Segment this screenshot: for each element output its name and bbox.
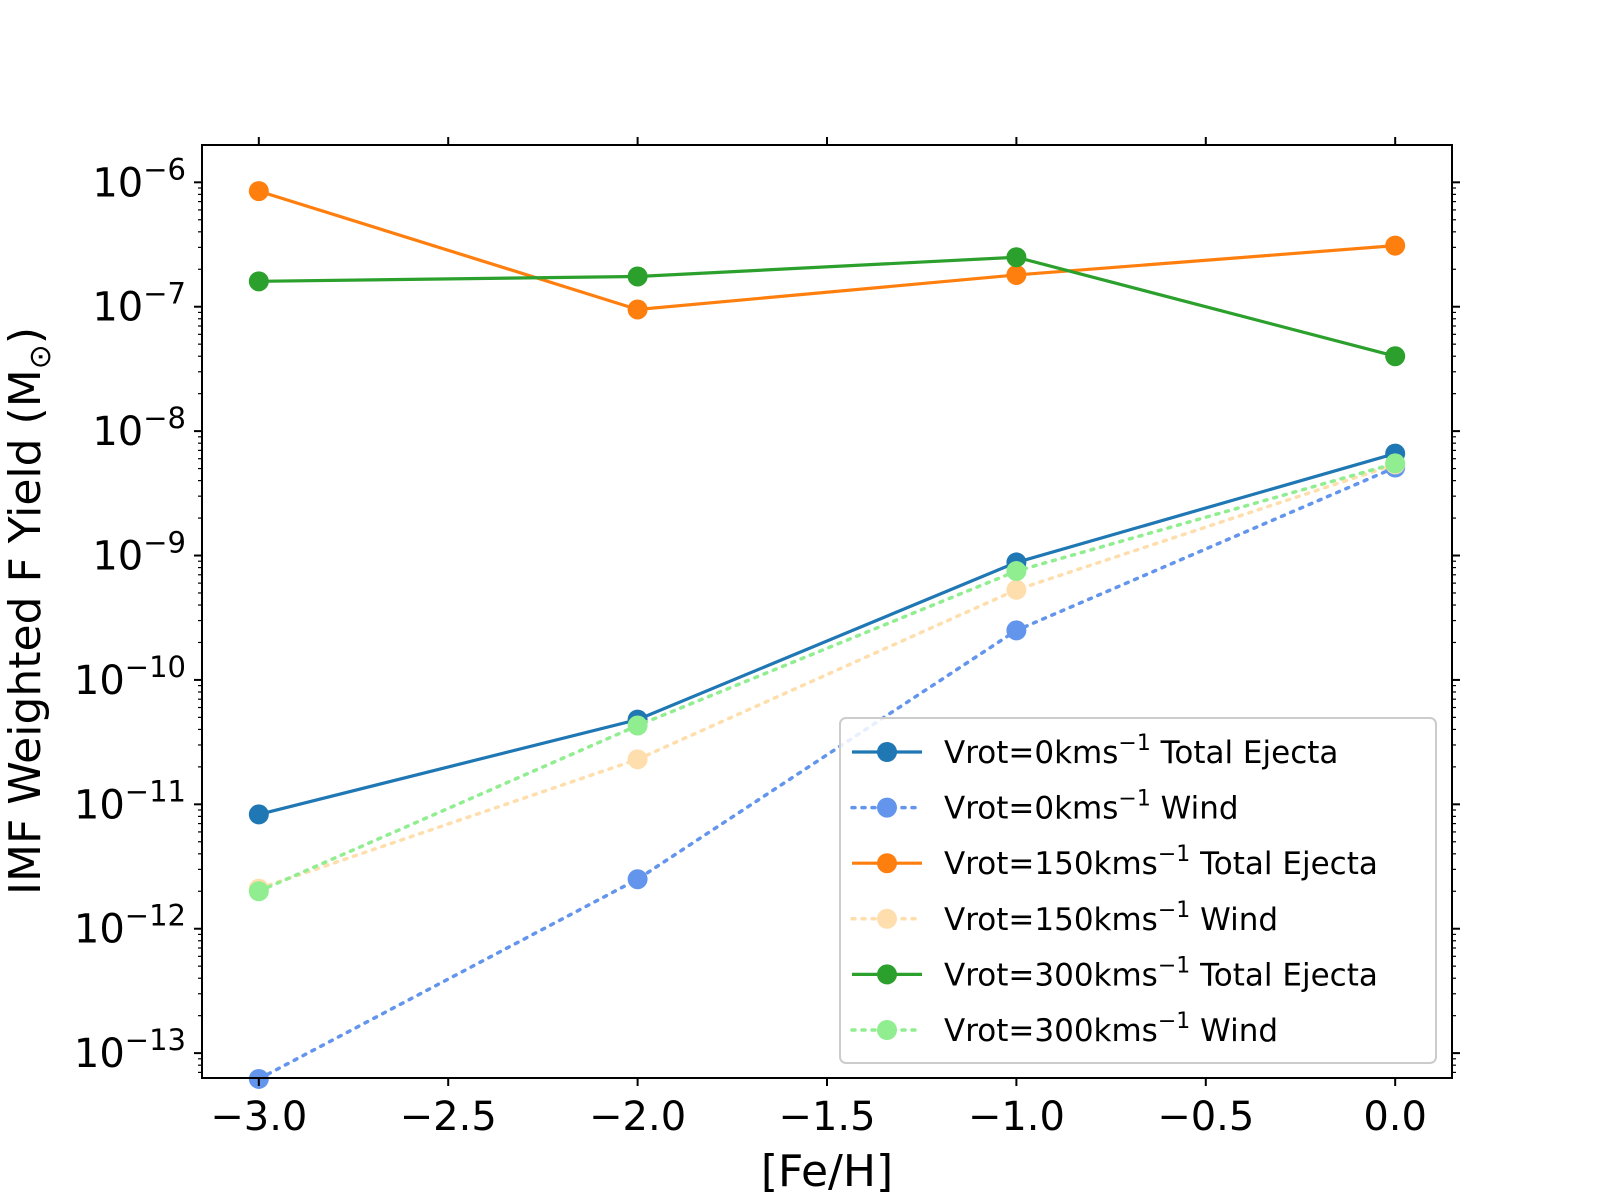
legend-marker <box>877 742 897 762</box>
y-tick-label: 10−10 <box>74 650 186 704</box>
legend-marker <box>877 1020 897 1040</box>
data-point-v300-total <box>627 266 648 287</box>
data-point-v0-wind <box>1006 620 1027 641</box>
series-line-v150-total <box>258 189 1396 312</box>
series-v150-total <box>248 181 1406 320</box>
data-point-v150-wind <box>1006 579 1027 600</box>
y-axis-label: IMF Weighted F Yield (M⊙) <box>0 327 58 895</box>
x-tick-label: −0.5 <box>1157 1094 1254 1140</box>
data-point-v300-wind <box>248 881 269 902</box>
y-axis-label-close: ) <box>0 327 51 344</box>
series-layer <box>248 181 1406 1089</box>
data-point-v300-wind <box>627 715 648 736</box>
y-tick-label: 10−11 <box>74 774 186 828</box>
y-tick-label: 10−13 <box>74 1023 186 1077</box>
legend-item-v300-total: Vrot=300kms−1 Total Ejecta <box>852 953 1378 993</box>
legend-item-v150-wind: Vrot=150kms−1 Wind <box>850 898 1278 938</box>
legend-marker <box>877 908 897 929</box>
data-point-v150-total <box>627 299 648 320</box>
data-point-v0-wind <box>627 869 648 890</box>
data-point-v150-wind <box>627 749 648 770</box>
x-tick-label: −3.0 <box>210 1094 307 1140</box>
x-tick-label: −2.0 <box>589 1094 686 1140</box>
y-tick-label: 10−8 <box>92 401 186 455</box>
series-line-v150-wind <box>257 462 1397 891</box>
series-v300-total <box>248 247 1406 367</box>
x-tick-label: −1.0 <box>968 1094 1065 1140</box>
legend-marker <box>877 797 897 818</box>
legend-label: Vrot=0kms−1 Wind <box>944 787 1239 827</box>
data-point-v150-total <box>248 181 269 202</box>
tick-layer: −3.0 −2.5 −2.0 −1.5 −1.0 −0.5 0.0 10−6 10−7 10−8 1… <box>74 137 1460 1140</box>
y-axis-label-main: IMF Weighted F Yield (M <box>0 369 51 895</box>
y-axis-label-sub: ⊙ <box>23 344 58 369</box>
x-tick-label: −2.5 <box>400 1094 497 1140</box>
series-line-v0-wind <box>257 465 1397 1081</box>
legend-item-v0-wind: Vrot=0kms−1 Wind <box>850 787 1239 827</box>
legend-label: Vrot=300kms−1 Wind <box>944 1009 1278 1049</box>
data-point-v300-wind <box>1006 561 1027 582</box>
legend-item-v300-wind: Vrot=300kms−1 Wind <box>850 1009 1278 1049</box>
data-point-v150-total <box>1385 235 1406 256</box>
y-tick-label: 10−12 <box>74 899 186 953</box>
series-line-v300-total <box>258 255 1396 358</box>
series-line-v300-wind <box>257 461 1397 894</box>
data-point-v150-total <box>1006 264 1027 285</box>
y-tick-label: 10−6 <box>92 152 186 206</box>
series-v300-wind <box>248 453 1406 902</box>
legend-marker <box>877 964 897 985</box>
legend-label: Vrot=300kms−1 Total Ejecta <box>944 953 1378 993</box>
legend-label: Vrot=0kms−1 Total Ejecta <box>944 731 1338 771</box>
legend-item-v0-total: Vrot=0kms−1 Total Ejecta <box>852 731 1338 771</box>
data-point-v300-total <box>1006 247 1027 268</box>
data-point-v0-total <box>248 804 269 825</box>
x-tick-label: −1.5 <box>778 1094 875 1140</box>
legend-label: Vrot=150kms−1 Total Ejecta <box>944 842 1378 882</box>
data-point-v300-total <box>248 271 269 292</box>
legend-item-v150-total: Vrot=150kms−1 Total Ejecta <box>852 842 1378 882</box>
legend: Vrot=0kms−1 Total Ejecta Vrot=0kms−1 Wind… <box>839 717 1437 1064</box>
series-line-v0-total <box>258 452 1396 816</box>
y-tick-label: 10−7 <box>92 277 186 331</box>
legend-marker <box>877 853 897 874</box>
legend-box <box>839 717 1437 1064</box>
legend-label: Vrot=150kms−1 Wind <box>944 898 1278 938</box>
x-axis-label: [Fe/H] <box>761 1146 893 1197</box>
y-tick-label: 10−9 <box>92 526 186 580</box>
x-tick-label: 0.0 <box>1363 1094 1427 1140</box>
data-point-v300-total <box>1385 346 1406 367</box>
data-point-v300-wind <box>1385 453 1406 474</box>
